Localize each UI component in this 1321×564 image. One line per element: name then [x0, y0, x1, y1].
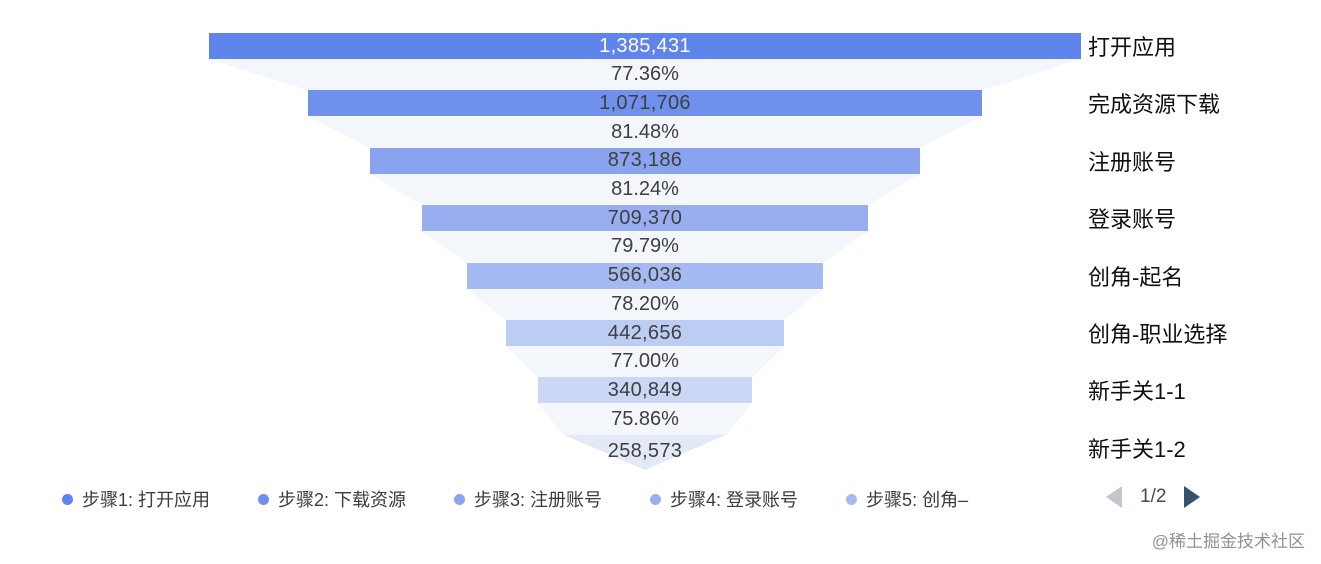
prev-page-arrow-icon[interactable]	[1106, 486, 1122, 508]
legend-dot-icon	[454, 493, 466, 505]
legend: 步骤1: 打开应用 步骤2: 下载资源 步骤3: 注册账号 步骤4: 登录账号 …	[62, 486, 968, 512]
conversion-rate-label: 79.79%	[611, 235, 679, 258]
legend-item-label: 步骤2: 下载资源	[278, 490, 407, 510]
legend-item-label: 步骤4: 登录账号	[670, 490, 799, 510]
attribution-watermark: @稀土掘金技术社区	[1151, 532, 1305, 551]
conversion-rate-label: 81.48%	[611, 120, 679, 143]
conversion-rate-label: 81.24%	[611, 177, 679, 200]
step-label-5: 创角-起名	[1088, 264, 1184, 290]
conversion-rate-label: 77.36%	[611, 63, 679, 86]
legend-pagination: 1/2	[1106, 486, 1201, 508]
conversion-rate-label: 78.20%	[611, 292, 679, 315]
legend-dot-icon	[258, 493, 270, 505]
legend-item-step3[interactable]: 步骤3: 注册账号	[454, 486, 602, 512]
funnel-tip-value: 258,573	[607, 440, 683, 463]
legend-item-step5[interactable]: 步骤5: 创角–	[846, 486, 968, 512]
funnel-bar-step1[interactable]: 1,385,431	[209, 33, 1081, 59]
next-page-arrow-icon[interactable]	[1184, 486, 1201, 508]
legend-item-label: 步骤1: 打开应用	[82, 490, 211, 510]
step-label-7: 新手关1-1	[1088, 379, 1186, 405]
step-label-4: 登录账号	[1088, 207, 1177, 233]
legend-dot-icon	[650, 493, 662, 505]
legend-item-label: 步骤5: 创角–	[866, 490, 969, 510]
legend-item-label: 步骤3: 注册账号	[474, 490, 603, 510]
legend-dot-icon	[62, 493, 73, 505]
funnel-bar-step6[interactable]: 442,656	[505, 320, 785, 346]
funnel-bar-step3[interactable]: 873,186	[370, 147, 920, 174]
legend-item-step1[interactable]: 步骤1: 打开应用	[62, 486, 210, 512]
step-label-2: 完成资源下载	[1088, 92, 1221, 118]
step-label-3: 注册账号	[1088, 149, 1177, 175]
step-label-8: 新手关1-2	[1088, 436, 1186, 462]
conversion-rate-label: 75.86%	[611, 407, 679, 430]
funnel-bar-step4[interactable]: 709,370	[421, 205, 869, 232]
page-indicator: 1/2	[1140, 486, 1167, 507]
step-label-1: 打开应用	[1088, 35, 1177, 60]
legend-dot-icon	[846, 493, 858, 505]
step-label-6: 创角-职业选择	[1088, 322, 1228, 347]
funnel-bar-step7[interactable]: 340,849	[537, 377, 753, 404]
legend-item-step4[interactable]: 步骤4: 登录账号	[650, 486, 798, 512]
conversion-rate-label: 77.00%	[611, 350, 679, 373]
funnel-bar-step5[interactable]: 566,036	[466, 262, 824, 289]
legend-item-step2[interactable]: 步骤2: 下载资源	[258, 486, 406, 512]
funnel-bar-step2[interactable]: 1,071,706	[307, 90, 983, 117]
